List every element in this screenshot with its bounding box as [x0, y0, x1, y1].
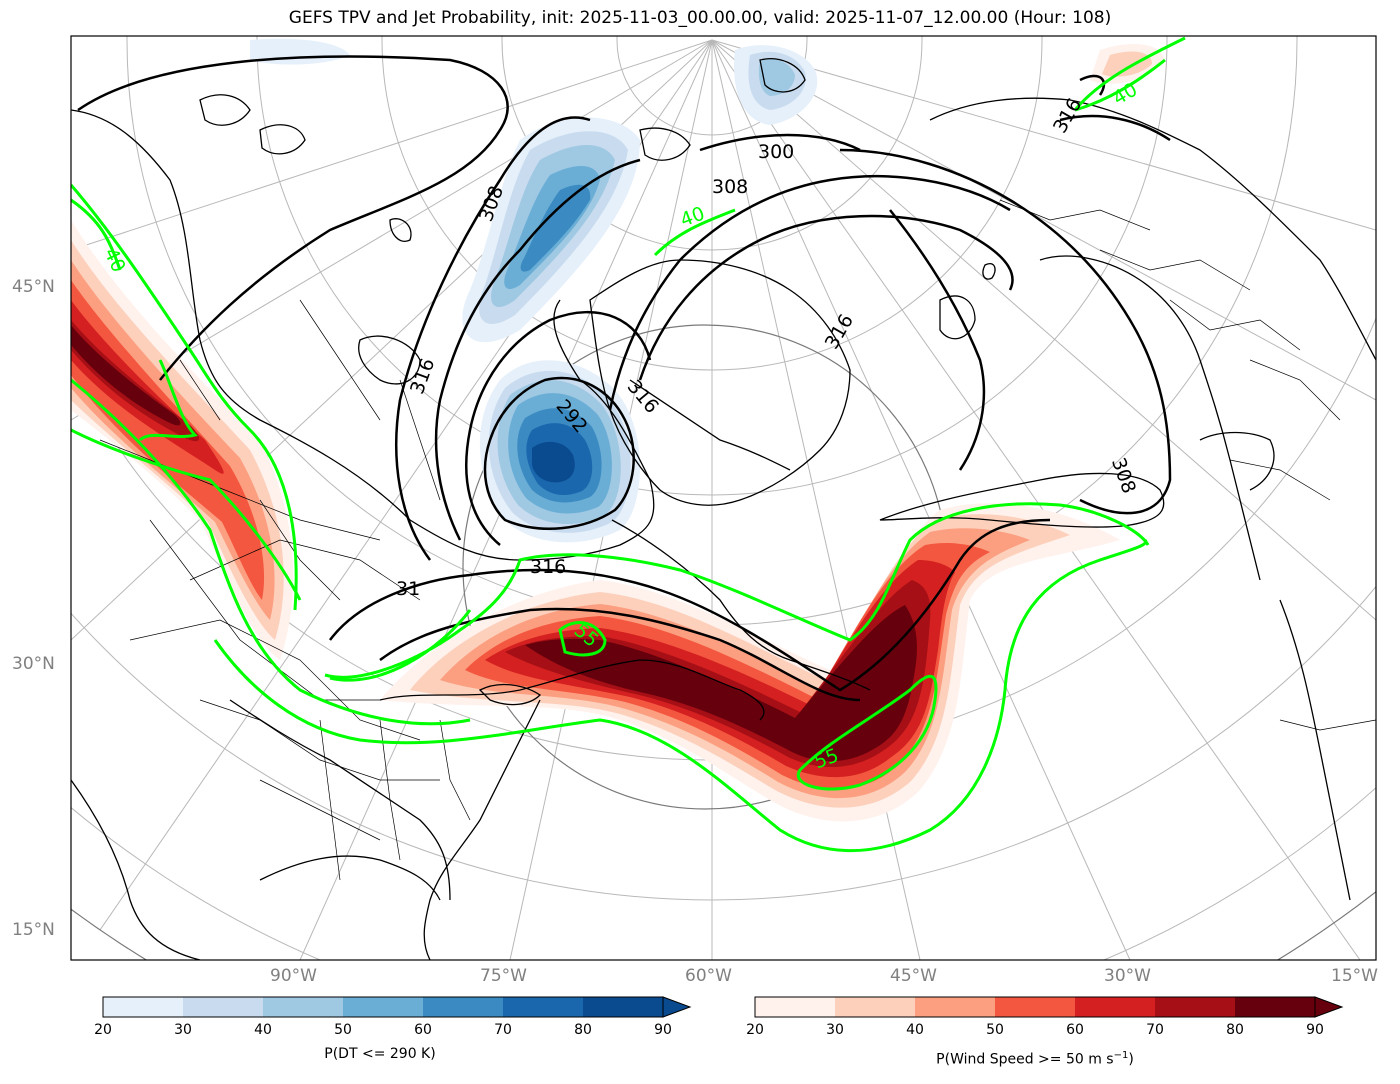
theta-label: 308: [712, 176, 748, 198]
colorbar-tick-label: 70: [1146, 1022, 1164, 1038]
theta-contours: [77, 55, 1172, 702]
lon-label: 75°W: [480, 966, 527, 986]
wind-colorbar-label: P(Wind Speed >= 50 m s−1): [936, 1050, 1134, 1068]
colorbar-tick-label: 90: [1306, 1022, 1324, 1038]
jet-label: 40: [677, 202, 707, 231]
lon-label: 15°W: [1331, 966, 1378, 986]
colorbar-segment: [1235, 997, 1316, 1017]
theta-label: 316: [530, 556, 566, 578]
theta-label: 308: [1107, 455, 1140, 497]
colorbar-segment: [503, 997, 584, 1017]
colorbar-segment: [263, 997, 344, 1017]
colorbar-tick-label: 80: [574, 1022, 592, 1038]
tpv-probability-fill: [250, 38, 818, 543]
map-title: GEFS TPV and Jet Probability, init: 2025…: [288, 8, 1112, 28]
colorbar-segment: [343, 997, 424, 1017]
colorbar-tick-label: 30: [174, 1022, 192, 1038]
colorbar-tick-label: 60: [1066, 1022, 1084, 1038]
state-borders: [99, 199, 1376, 881]
lat-label: 15°N: [12, 920, 55, 940]
colorbar-segment: [583, 997, 664, 1017]
dt-colorbar-label: P(DT <= 290 K): [324, 1046, 436, 1062]
colorbar-tick-label: 80: [1226, 1022, 1244, 1038]
theta-label: 31: [396, 578, 420, 600]
lon-label: 60°W: [685, 966, 732, 986]
jet-probability-fill: [71, 44, 1165, 822]
coastlines: [71, 58, 1376, 960]
lon-label: 45°W: [890, 966, 937, 986]
colorbar-tick-label: 20: [746, 1022, 764, 1038]
map-frame: [70, 35, 1377, 961]
lat-label: 30°N: [12, 654, 55, 674]
colorbar-segment: [995, 997, 1076, 1017]
colorbar-segment: [915, 997, 996, 1017]
wind-colorbar: [754, 996, 1344, 1018]
colorbar-segment: [423, 997, 504, 1017]
colorbar-tick-label: 40: [906, 1022, 924, 1038]
colorbar-tick-label: 70: [494, 1022, 512, 1038]
theta-label: 300: [758, 141, 794, 163]
colorbar-segment: [103, 997, 184, 1017]
lat-label: 45°N: [12, 277, 55, 297]
dt-colorbar: [102, 996, 692, 1018]
lon-label: 90°W: [270, 966, 317, 986]
colorbar-tick-label: 30: [826, 1022, 844, 1038]
colorbar-tick-label: 50: [986, 1022, 1004, 1038]
colorbar-segment: [1075, 997, 1156, 1017]
colorbar-tick-label: 60: [414, 1022, 432, 1038]
theta-label: 316: [821, 311, 858, 353]
colorbar-segment: [755, 997, 836, 1017]
colorbar-tick-label: 20: [94, 1022, 112, 1038]
colorbar-segment: [1155, 997, 1236, 1017]
colorbar-tick-label: 90: [654, 1022, 672, 1038]
colorbar-tick-label: 40: [254, 1022, 272, 1038]
theta-label: 316: [623, 376, 663, 418]
colorbar-tick-label: 50: [334, 1022, 352, 1038]
colorbar-segment: [183, 997, 264, 1017]
lon-label: 30°W: [1104, 966, 1151, 986]
colorbar-segment: [835, 997, 916, 1017]
jet-contours: [71, 36, 1186, 853]
